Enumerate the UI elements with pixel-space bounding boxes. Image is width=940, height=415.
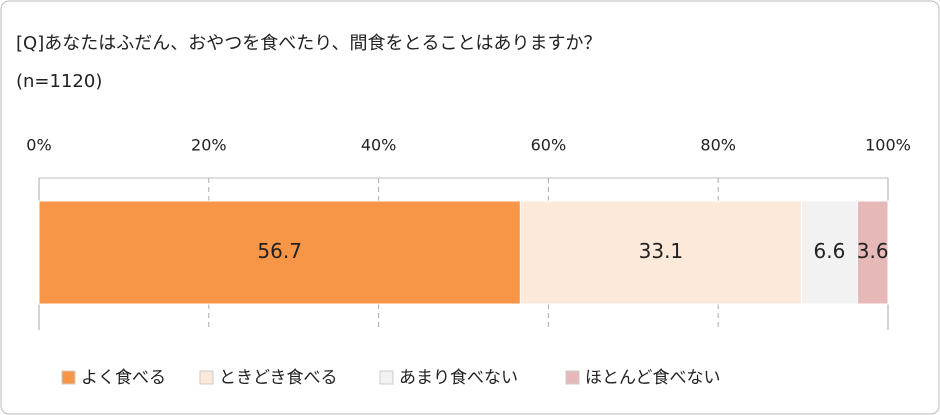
x-tick-label: 100% — [865, 136, 911, 155]
data-label: 56.7 — [257, 239, 302, 263]
bar-segment — [38, 200, 521, 305]
legend-label: よく食べる — [81, 368, 166, 388]
x-tick-label: 20% — [191, 136, 227, 155]
data-label: 33.1 — [639, 239, 684, 263]
legend-label: ときどき食べる — [219, 368, 338, 388]
legend-label: ほとんど食べない — [585, 368, 721, 388]
legend-swatch — [61, 370, 76, 385]
x-tick-label: 0% — [26, 136, 51, 155]
bar-segment — [519, 200, 802, 305]
legend-swatch — [199, 370, 214, 385]
data-label: 6.6 — [814, 239, 846, 263]
x-tick-label: 60% — [531, 136, 567, 155]
x-tick-label: 40% — [361, 136, 397, 155]
legend-label: あまり食べない — [399, 368, 518, 388]
bar-segment — [800, 200, 858, 305]
legend-swatch — [379, 370, 394, 385]
legend-swatch — [565, 370, 580, 385]
data-label: 3.6 — [857, 239, 889, 263]
chart-title: [Q]あなたはふだん、おやつを食べたり、間食をとることはありますか？ — [16, 33, 602, 54]
x-tick-label: 80% — [700, 136, 736, 155]
chart-subtitle: (n=1120) — [16, 71, 102, 92]
bar-segment — [856, 200, 889, 305]
